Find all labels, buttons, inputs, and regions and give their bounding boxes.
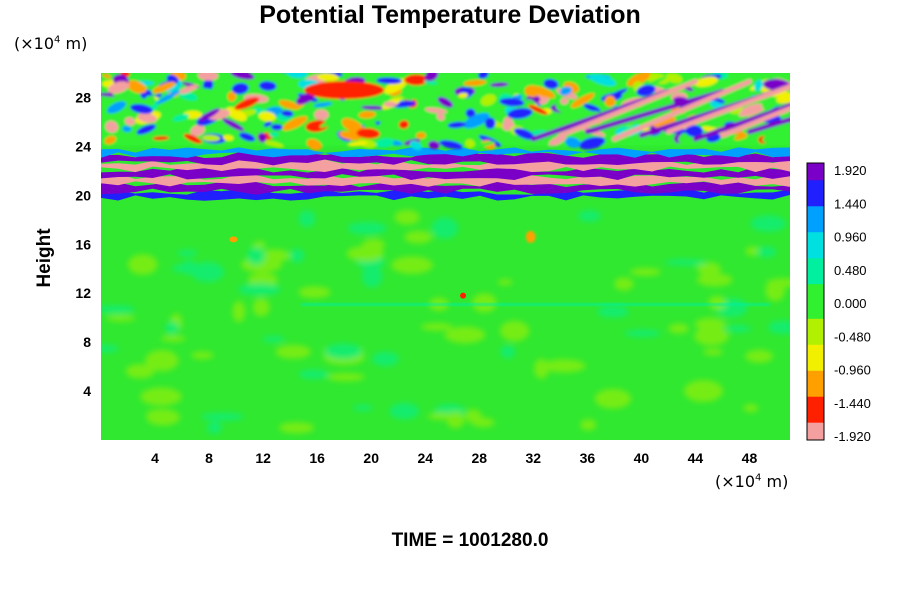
- y-tick-label: 12: [75, 285, 91, 301]
- x-tick-label: 12: [255, 450, 271, 466]
- colorbar-label: 0.480: [834, 263, 867, 278]
- colorbar-label: -1.440: [834, 396, 871, 411]
- colorbar-bin: [807, 240, 824, 251]
- colorbar-bin: [807, 275, 824, 285]
- x-tick-label: 8: [205, 450, 213, 466]
- colorbar-bin: [807, 258, 824, 268]
- y-tick-labels: 4 8 12 16 20 24 28: [75, 89, 91, 399]
- x-tick-label: 28: [471, 450, 487, 466]
- colorbar-bin: [807, 405, 824, 415]
- colorbar-bin: [807, 223, 824, 233]
- x-tick-label: 48: [742, 450, 758, 466]
- colorbar: 1.920 1.440 0.960 0.480 0.000 -0.480 -0.960 -1.…: [806, 162, 871, 444]
- colorbar-bin: [807, 353, 824, 363]
- x-tick-label: 36: [580, 450, 596, 466]
- colorbar-bin: [807, 362, 824, 372]
- chart-title: Potential Temperature Deviation: [259, 1, 641, 29]
- colorbar-label: -0.480: [834, 329, 871, 344]
- colorbar-bin: [807, 414, 824, 424]
- y-axis-unit: (×104 m): [14, 34, 88, 53]
- colorbar-bin: [807, 188, 824, 199]
- colorbar-bin: [807, 318, 824, 328]
- colorbar-bin: [807, 379, 824, 389]
- colorbar-frame: [806, 162, 825, 441]
- colorbar-label: -0.960: [834, 363, 871, 378]
- x-axis-unit: (×104 m): [715, 472, 789, 491]
- field-stratified-band: [101, 147, 790, 201]
- colorbar-bin: [807, 163, 824, 173]
- colorbar-bin: [807, 232, 824, 242]
- colorbar-bin: [807, 249, 824, 259]
- y-tick-label: 28: [75, 89, 91, 105]
- x-tick-label: 16: [309, 450, 325, 466]
- field-band-11: [301, 302, 770, 306]
- colorbar-bin: [807, 206, 824, 216]
- colorbar-bin: [807, 370, 824, 380]
- colorbar-bin: [807, 292, 824, 302]
- x-tick-label: 4: [151, 450, 159, 466]
- colorbar-bin: [807, 327, 824, 337]
- colorbar-label: 1.920: [834, 163, 867, 178]
- y-tick-label: 16: [75, 236, 91, 252]
- colorbar-bin: [807, 197, 824, 207]
- y-tick-label: 20: [75, 187, 91, 203]
- colorbar-label: -1.920: [834, 429, 871, 444]
- colorbar-bin: [807, 214, 824, 225]
- colorbar-bin: [807, 310, 824, 320]
- field-spot: [229, 236, 238, 243]
- x-tick-label: 24: [417, 450, 433, 466]
- colorbar-bin: [807, 422, 824, 432]
- y-tick-label: 24: [75, 138, 91, 154]
- x-tick-labels: 4 8 12 16 20 24 28 32 36 40 44 48: [151, 450, 757, 466]
- x-tick-label: 40: [634, 450, 650, 466]
- colorbar-bin: [807, 180, 824, 190]
- colorbar-bin: [807, 266, 824, 277]
- colorbar-bin: [807, 431, 824, 441]
- colorbar-bin: [807, 396, 824, 406]
- colorbar-bin: [807, 388, 824, 398]
- field-wave-region: [101, 73, 790, 151]
- field-spot: [525, 230, 536, 243]
- plot-area: [101, 73, 790, 440]
- colorbar-label: 0.960: [834, 230, 867, 245]
- colorbar-bin: [807, 171, 824, 181]
- x-tick-label: 44: [688, 450, 704, 466]
- colorbar-bin: [807, 336, 824, 346]
- field-spot: [460, 292, 467, 299]
- colorbar-label: 1.440: [834, 196, 867, 211]
- y-tick-label: 8: [83, 334, 91, 350]
- x-tick-label: 32: [526, 450, 542, 466]
- time-label: TIME = 1001280.0: [391, 530, 549, 551]
- colorbar-bin: [807, 301, 824, 311]
- colorbar-label: 0.000: [834, 296, 867, 311]
- colorbar-bin: [807, 284, 824, 294]
- colorbar-bin: [807, 344, 824, 354]
- y-tick-label: 4: [83, 383, 91, 399]
- field-lower-layer: [101, 209, 790, 434]
- x-tick-label: 20: [363, 450, 379, 466]
